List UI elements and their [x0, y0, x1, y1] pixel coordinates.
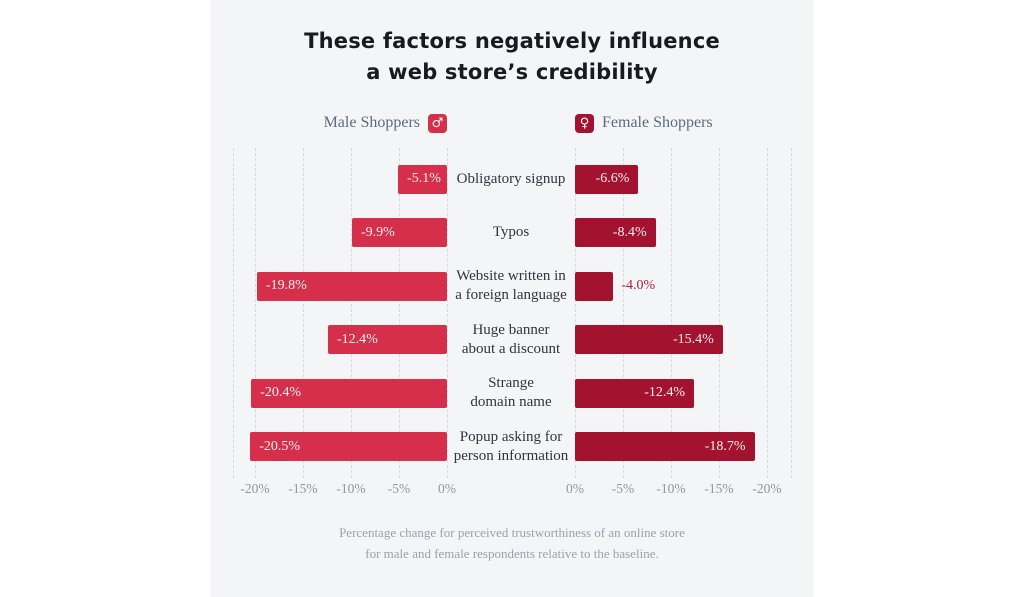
- gridline: [447, 148, 448, 478]
- gridline: [233, 148, 234, 478]
- male-bar-value: -9.9%: [360, 224, 395, 240]
- gridline: [255, 148, 256, 478]
- x-axis-tick-left: -20%: [240, 481, 270, 496]
- chart-footnote: Percentage change for perceived trustwor…: [211, 522, 813, 564]
- category-label: Strange domain name: [470, 375, 552, 410]
- male-bar: -9.9%: [351, 218, 447, 247]
- male-bar-value: -5.1%: [407, 171, 441, 186]
- category-label: Popup asking for person information: [453, 428, 569, 464]
- gridline: [303, 148, 304, 478]
- male-bar: -12.4%: [327, 325, 447, 354]
- male-bar-value: -19.8%: [265, 278, 307, 293]
- female-bar: -18.7%: [575, 432, 755, 461]
- legend-female-label: Female Shoppers: [602, 114, 713, 131]
- female-bar-value: -15.4%: [673, 331, 714, 347]
- female-bar-value: -18.7%: [704, 438, 746, 454]
- male-bar: -5.1%: [398, 164, 447, 194]
- female-gender-icon: ♀: [575, 113, 594, 133]
- category-label: Typos: [492, 224, 530, 240]
- male-gender-icon: ♂: [428, 113, 447, 133]
- gridline: [351, 148, 352, 478]
- footnote-line1: Percentage change for perceived trustwor…: [339, 525, 685, 540]
- legend-female: ♀ Female Shoppers: [575, 112, 713, 134]
- category-label: Obligatory signup: [456, 170, 566, 187]
- female-bar-value: -8.4%: [612, 224, 647, 240]
- chart-title-line1: These factors negatively influence: [304, 29, 720, 53]
- x-axis-tick-left: -5%: [387, 481, 411, 496]
- x-axis-tick-left: -15%: [288, 481, 318, 496]
- x-axis-tick-right: -10%: [656, 481, 686, 496]
- x-axis-tick-right: -5%: [611, 481, 635, 496]
- female-bar-value: -12.4%: [644, 385, 686, 400]
- gridline: [767, 148, 768, 478]
- x-axis-tick-left: 0%: [438, 481, 456, 496]
- diverging-bar-chart: -5.1% -6.6% Obligatory signup -9.9% -8.4% Typ…: [211, 0, 813, 597]
- female-bar: -6.6%: [575, 164, 639, 194]
- chart-title-line2: a web store’s credibility: [366, 60, 658, 84]
- gridline: [671, 148, 672, 478]
- male-bar-value: -20.5%: [259, 438, 301, 454]
- legend-male-label: Male Shoppers: [323, 114, 420, 131]
- footnote-line2: for male and female respondents relative…: [365, 546, 659, 561]
- gridline: [399, 148, 400, 478]
- female-symbol: ♀: [579, 115, 590, 131]
- female-bar-value-outside: -4.0%: [621, 278, 656, 293]
- category-label: Huge banner about a discount: [461, 321, 561, 357]
- category-label: Website written in a foreign language: [455, 268, 567, 303]
- gridline: [575, 148, 576, 478]
- male-bar: -20.4%: [251, 378, 447, 408]
- female-bar: [575, 271, 614, 301]
- male-bar-value: -12.4%: [336, 331, 378, 347]
- legend-male: Male Shoppers ♂: [324, 112, 447, 134]
- x-axis-tick-left: -10%: [336, 481, 366, 496]
- male-bar: -20.5%: [250, 432, 447, 461]
- female-bar-value: -6.6%: [595, 171, 630, 186]
- chart-title: These factors negatively influence a web…: [211, 26, 813, 88]
- gridline: [623, 148, 624, 478]
- x-axis-tick-right: 0%: [566, 481, 584, 496]
- female-bar: -12.4%: [575, 378, 695, 408]
- female-bar: -15.4%: [575, 325, 723, 354]
- female-bar: -8.4%: [575, 218, 656, 247]
- male-bar-value: -20.4%: [260, 385, 301, 400]
- male-bar: -19.8%: [256, 271, 447, 301]
- x-axis-tick-right: -15%: [704, 481, 734, 496]
- infographic-panel: These factors negatively influence a web…: [211, 0, 813, 597]
- gridline: [719, 148, 720, 478]
- male-symbol: ♂: [431, 115, 444, 131]
- gridline: [791, 148, 792, 478]
- x-axis-tick-right: -20%: [752, 481, 782, 496]
